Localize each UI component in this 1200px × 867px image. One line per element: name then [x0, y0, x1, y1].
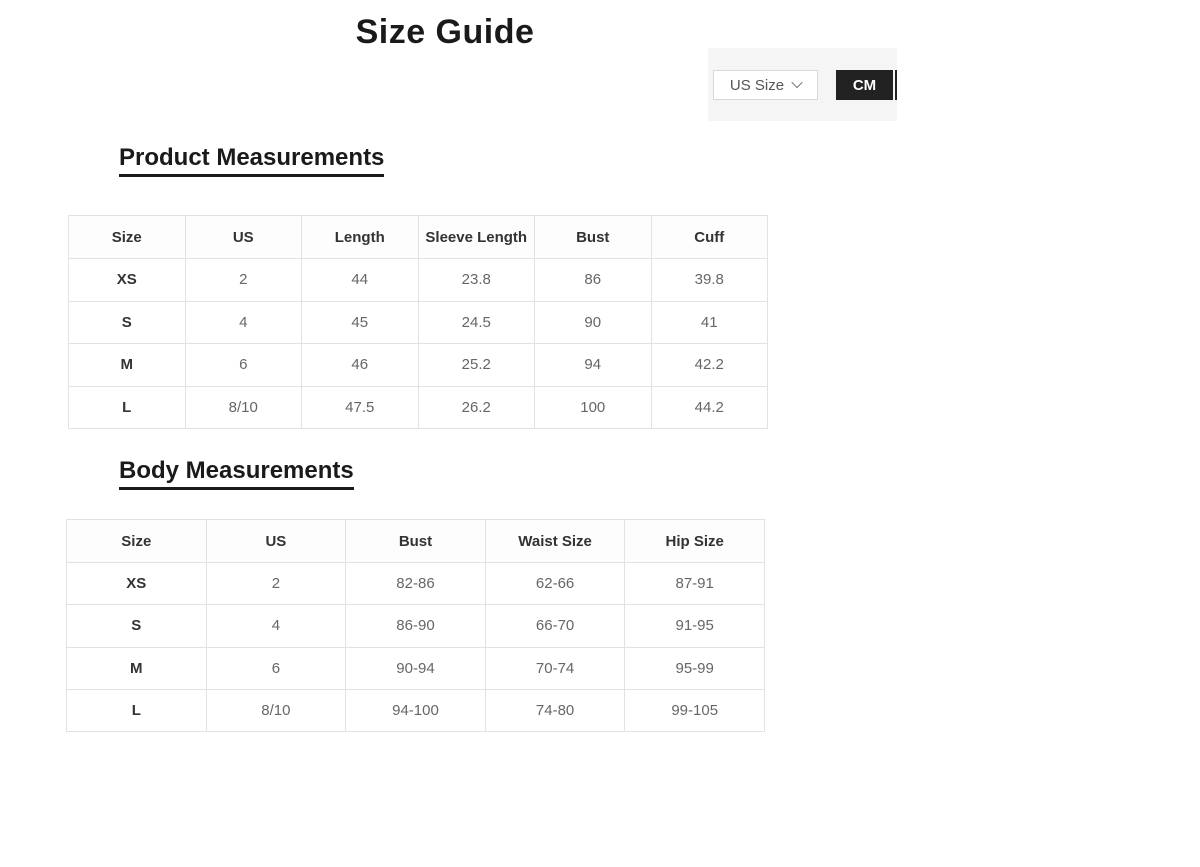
value-cell: 8/10	[205, 688, 347, 733]
body-measurements-table: Size US Bust Waist Size Hip Size XS 2 82-86 62-6…	[66, 519, 765, 733]
size-label-cell: S	[66, 604, 207, 648]
value-cell: 2	[184, 258, 302, 302]
value-cell: 2	[205, 561, 347, 606]
value-cell: 86	[534, 258, 652, 302]
size-standard-dropdown-label: US Size	[729, 76, 785, 94]
value-cell: 42.2	[650, 343, 768, 387]
table-row: M 6 90-94 70-74 95-99	[66, 646, 765, 690]
size-label-cell: M	[66, 646, 207, 690]
column-header: Length	[301, 215, 419, 259]
size-label-cell: S	[68, 300, 186, 344]
size-label-cell: XS	[66, 561, 207, 606]
value-cell: 66-70	[484, 604, 626, 648]
table-row: M 6 46 25.2 94 42.2	[68, 343, 768, 387]
value-cell: 74-80	[484, 688, 626, 733]
table-header-row: Size US Length Sleeve Length Bust Cuff	[68, 215, 768, 259]
value-cell: 41	[650, 300, 768, 344]
body-measurements-heading-text: Body Measurements	[119, 459, 354, 490]
value-cell: 45	[301, 300, 419, 344]
column-header: Size	[68, 215, 186, 259]
value-cell: 70-74	[484, 646, 626, 690]
value-cell: 26.2	[417, 385, 535, 429]
value-cell: 86-90	[345, 604, 486, 648]
table-header-row: Size US Bust Waist Size Hip Size	[66, 519, 765, 563]
value-cell: 91-95	[624, 604, 765, 648]
column-header: Bust	[534, 215, 652, 259]
value-cell: 24.5	[417, 300, 535, 344]
size-label-cell: L	[68, 385, 186, 429]
table-row: S 4 86-90 66-70 91-95	[66, 604, 765, 648]
unit-cm-button[interactable]: CM	[836, 70, 893, 100]
value-cell: 8/10	[184, 385, 302, 429]
value-cell: 94-100	[345, 688, 486, 733]
page-title: Size Guide	[355, 13, 535, 51]
value-cell: 4	[205, 604, 347, 648]
table-row: L 8/10 94-100 74-80 99-105	[66, 688, 765, 733]
value-cell: 6	[205, 646, 347, 690]
product-measurements-table: Size US Length Sleeve Length Bust Cuff XS 2 44 23…	[68, 215, 768, 429]
column-header: US	[205, 519, 347, 563]
value-cell: 44	[301, 258, 419, 302]
unit-toggle-clipped-button[interactable]	[895, 70, 897, 100]
table-row: S 4 45 24.5 90 41	[68, 300, 768, 344]
size-label-cell: M	[68, 343, 186, 387]
value-cell: 6	[184, 343, 302, 387]
column-header: Size	[66, 519, 207, 563]
product-measurements-heading-text: Product Measurements	[119, 146, 385, 177]
value-cell: 39.8	[650, 258, 768, 302]
value-cell: 4	[184, 300, 302, 344]
value-cell: 25.2	[417, 343, 535, 387]
value-cell: 99-105	[624, 688, 765, 733]
size-label-cell: XS	[68, 258, 186, 302]
size-standard-dropdown[interactable]: US Size	[713, 70, 818, 100]
table-row: L 8/10 47.5 26.2 100 44.2	[68, 385, 768, 429]
value-cell: 47.5	[301, 385, 419, 429]
value-cell: 90-94	[345, 646, 486, 690]
chevron-down-icon	[791, 76, 803, 88]
value-cell: 23.8	[417, 258, 535, 302]
unit-controls-panel: US Size CM	[708, 48, 897, 121]
value-cell: 44.2	[650, 385, 768, 429]
body-measurements-heading: Body Measurements	[119, 459, 354, 490]
value-cell: 82-86	[345, 561, 486, 606]
size-label-cell: L	[66, 688, 207, 733]
value-cell: 94	[534, 343, 652, 387]
column-header: Waist Size	[484, 519, 626, 563]
column-header: Bust	[345, 519, 486, 563]
table-row: XS 2 44 23.8 86 39.8	[68, 258, 768, 302]
value-cell: 100	[534, 385, 652, 429]
value-cell: 90	[534, 300, 652, 344]
value-cell: 46	[301, 343, 419, 387]
value-cell: 95-99	[624, 646, 765, 690]
column-header: Sleeve Length	[417, 215, 535, 259]
column-header: US	[184, 215, 302, 259]
value-cell: 62-66	[484, 561, 626, 606]
product-measurements-heading: Product Measurements	[119, 146, 385, 177]
table-row: XS 2 82-86 62-66 87-91	[66, 561, 765, 606]
value-cell: 87-91	[624, 561, 765, 606]
column-header: Cuff	[650, 215, 768, 259]
column-header: Hip Size	[624, 519, 765, 563]
